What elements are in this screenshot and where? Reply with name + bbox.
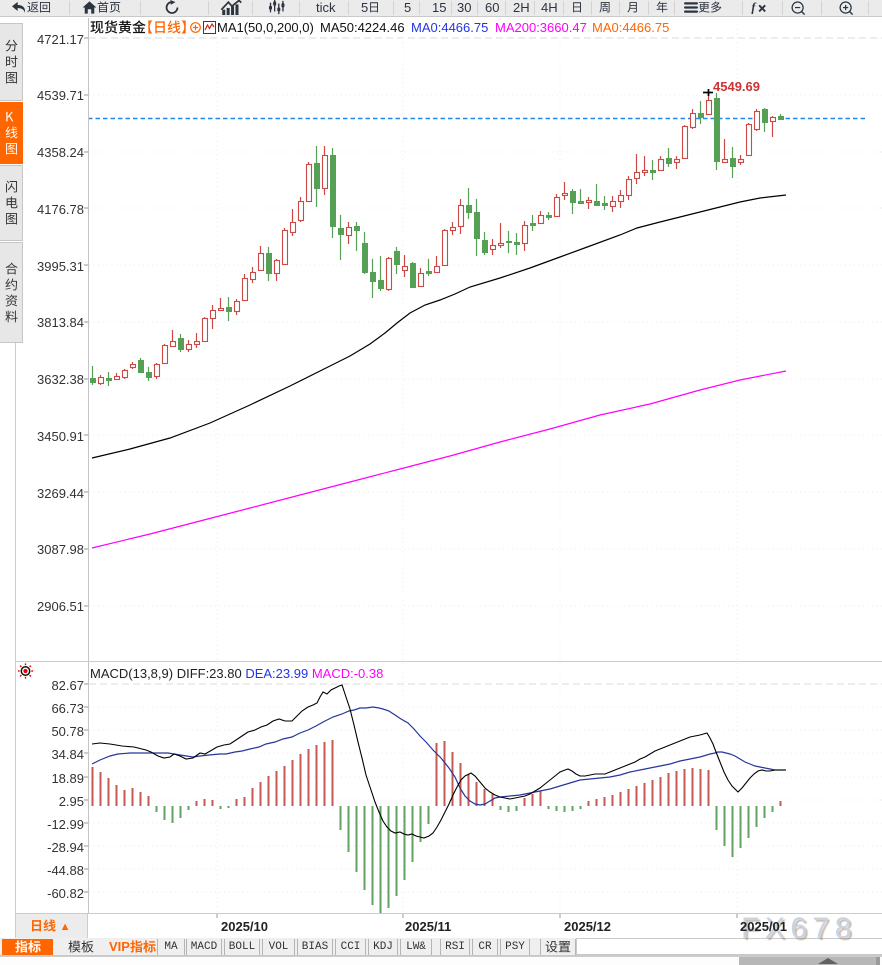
svg-text:f: f [751,1,757,14]
